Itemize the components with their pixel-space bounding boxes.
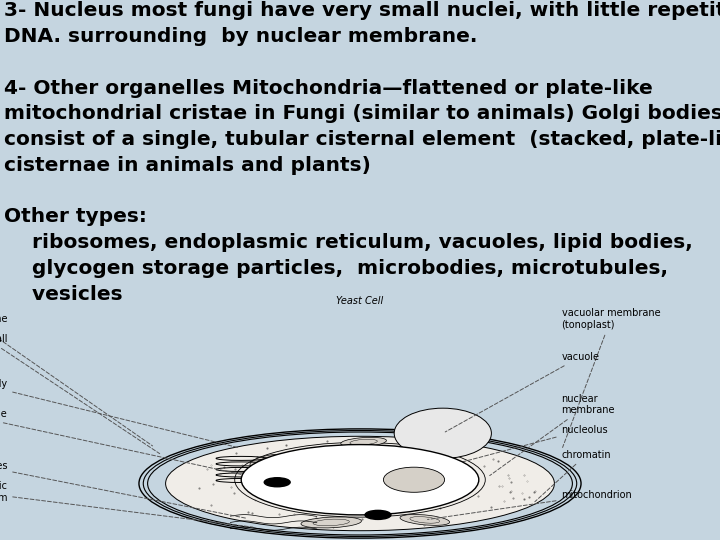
Text: nuclear
membrane: nuclear membrane bbox=[490, 394, 615, 476]
Text: mitochondrion: mitochondrion bbox=[428, 490, 632, 519]
Text: Golgi body: Golgi body bbox=[0, 379, 238, 448]
Ellipse shape bbox=[383, 467, 444, 492]
Text: chromatin: chromatin bbox=[535, 450, 611, 502]
Text: vacuolar membrane
(tonoplast): vacuolar membrane (tonoplast) bbox=[562, 308, 660, 448]
Text: glycogen granule: glycogen granule bbox=[0, 409, 274, 482]
Text: cell membrane: cell membrane bbox=[0, 314, 153, 446]
Text: 3- Nucleus most fungi have very small nuclei, with little repetitive
DNA. surrou: 3- Nucleus most fungi have very small nu… bbox=[4, 2, 720, 303]
Text: nucleolus: nucleolus bbox=[417, 424, 608, 474]
Ellipse shape bbox=[241, 444, 479, 515]
Text: cell wall: cell wall bbox=[0, 334, 160, 454]
Text: vacuole: vacuole bbox=[445, 352, 600, 432]
Ellipse shape bbox=[395, 408, 492, 458]
Ellipse shape bbox=[400, 515, 449, 525]
Circle shape bbox=[365, 510, 391, 519]
Ellipse shape bbox=[166, 436, 554, 531]
Text: ribosomes: ribosomes bbox=[0, 461, 246, 518]
Ellipse shape bbox=[341, 437, 387, 447]
Ellipse shape bbox=[301, 517, 361, 528]
Text: endoplasmic
reticulum: endoplasmic reticulum bbox=[0, 482, 253, 527]
Text: Yeast Cell: Yeast Cell bbox=[336, 296, 384, 306]
Circle shape bbox=[264, 478, 290, 487]
Ellipse shape bbox=[250, 455, 283, 467]
